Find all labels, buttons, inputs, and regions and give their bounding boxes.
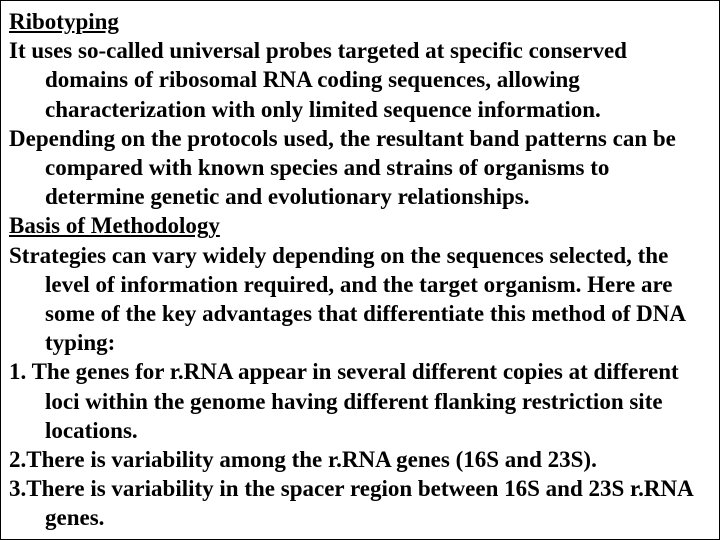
list-item-1: 1. The genes for r.RNA appear in several… (9, 357, 709, 445)
subheading-basis: Basis of Methodology (9, 211, 709, 240)
paragraph-intro-1: It uses so-called universal probes targe… (9, 36, 709, 124)
list-item-2: 2.There is variability among the r.RNA g… (9, 445, 709, 474)
list-item-3: 3.There is variability in the spacer reg… (9, 474, 709, 532)
title-ribotyping: Ribotyping (9, 7, 709, 36)
paragraph-strategies: Strategies can vary widely depending on … (9, 241, 709, 358)
paragraph-intro-2: Depending on the protocols used, the res… (9, 124, 709, 212)
document-page: Ribotyping It uses so-called universal p… (0, 0, 720, 540)
